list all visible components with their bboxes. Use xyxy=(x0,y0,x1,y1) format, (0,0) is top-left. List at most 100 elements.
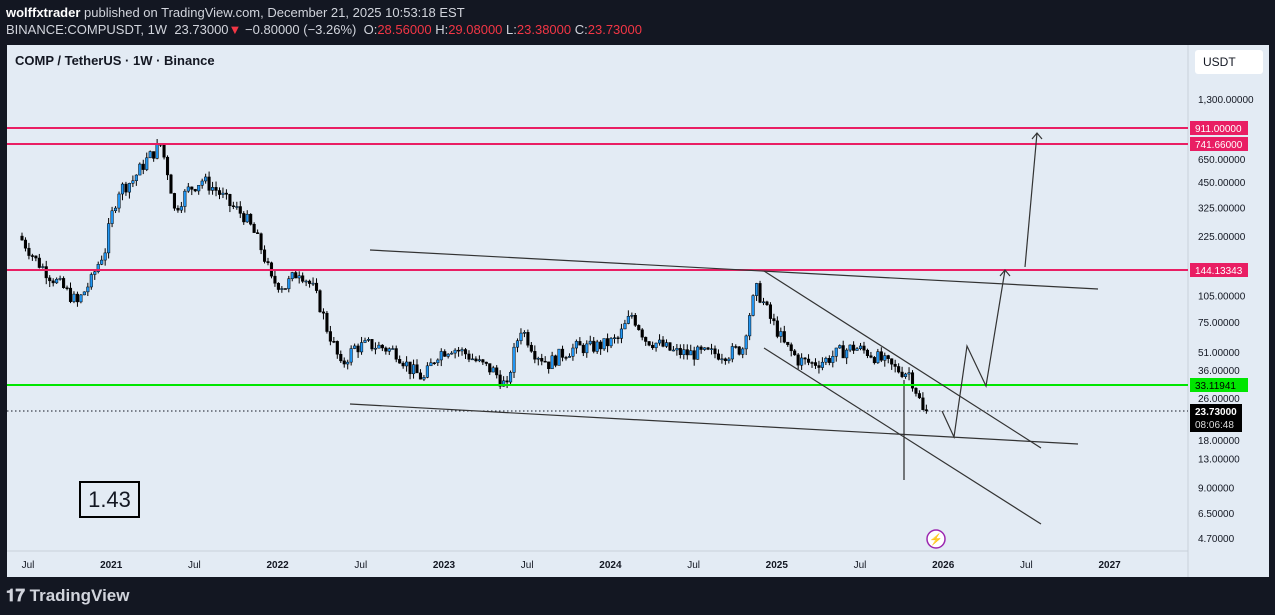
candle-body xyxy=(806,358,811,363)
y-tick-label: 4.70000 xyxy=(1198,534,1235,545)
candle-body xyxy=(370,339,374,350)
x-tick-label: 2026 xyxy=(932,560,955,571)
level-price-label: 33.11941 xyxy=(1195,381,1236,392)
candle-body xyxy=(914,387,918,394)
candle-body xyxy=(23,239,28,249)
candle-body xyxy=(910,372,915,389)
candle-body xyxy=(917,393,921,399)
y-tick-label: 105.00000 xyxy=(1198,292,1246,303)
logo-text: TradingView xyxy=(29,586,130,605)
candle-body xyxy=(335,341,339,355)
symbol: BINANCE:COMPUSDT, 1W xyxy=(6,22,168,37)
candle-body xyxy=(588,340,592,345)
candle-body xyxy=(623,323,627,330)
candle-body xyxy=(145,157,149,170)
candle-body xyxy=(214,187,218,191)
candle-body xyxy=(751,295,755,316)
candle-body xyxy=(883,355,887,361)
candle-body xyxy=(907,372,911,375)
candle-body xyxy=(481,359,485,363)
candle-body xyxy=(838,345,842,349)
candle-body xyxy=(630,315,634,317)
y-tick-label: 450.00000 xyxy=(1198,178,1246,189)
candle-body xyxy=(425,365,429,378)
annotation-text-box[interactable]: 1.43 xyxy=(79,481,140,518)
candle-body xyxy=(349,348,353,363)
candle-body xyxy=(266,261,270,264)
change: −0.80000 (−3.26%) xyxy=(245,22,357,37)
candle-body xyxy=(93,271,97,275)
candle-body xyxy=(117,193,121,209)
candle-body xyxy=(581,344,585,354)
candle-body xyxy=(872,357,876,364)
publisher[interactable]: wolffxtrader xyxy=(6,5,81,20)
candle-body xyxy=(245,213,249,223)
candle-body xyxy=(394,348,398,360)
candle-body xyxy=(699,346,703,350)
candle-body xyxy=(290,272,294,279)
candle-body xyxy=(921,397,925,410)
candle-body xyxy=(616,337,620,339)
candle-body xyxy=(904,373,908,377)
candle-body xyxy=(429,362,433,367)
candle-body xyxy=(824,358,828,363)
candle-body xyxy=(110,210,114,224)
tradingview-logo[interactable]: 𝟏𝟕 TradingView xyxy=(6,586,129,606)
candle-body xyxy=(318,290,322,313)
candle-body xyxy=(411,364,416,375)
candle-body xyxy=(540,358,544,362)
candle-body xyxy=(495,367,499,376)
candle-body xyxy=(238,206,242,214)
candle-body xyxy=(519,332,523,342)
candle-body xyxy=(637,325,641,331)
trendline-upper xyxy=(369,249,1099,290)
candle-body xyxy=(436,359,440,364)
c-label: C: xyxy=(574,22,588,37)
candle-body xyxy=(342,360,346,365)
currency-button[interactable]: USDT xyxy=(1195,50,1263,74)
candle-body xyxy=(165,156,170,176)
candle-body xyxy=(675,348,679,351)
candle-body xyxy=(578,341,582,346)
down-arrow-icon: ▼ xyxy=(228,22,242,37)
candle-body xyxy=(706,347,710,350)
candle-body xyxy=(550,355,554,370)
candle-body xyxy=(841,345,845,359)
candle-body xyxy=(273,275,277,284)
last-price-badge xyxy=(1190,404,1242,432)
candle-body xyxy=(432,362,436,364)
candle-body xyxy=(332,341,336,343)
candle-body xyxy=(865,349,870,356)
candle-body xyxy=(297,275,301,279)
candle-body xyxy=(671,349,675,352)
candle-body xyxy=(460,349,464,352)
channel-lower-line xyxy=(763,347,1042,525)
candle-body xyxy=(134,174,138,182)
candle-body xyxy=(58,278,62,280)
candle-body xyxy=(602,338,606,350)
candle-body xyxy=(862,345,866,351)
candle-body xyxy=(443,351,447,357)
x-tick-label: 2025 xyxy=(766,560,789,571)
candle-body xyxy=(564,357,568,359)
candle-body xyxy=(418,372,423,380)
x-tick-label: Jul xyxy=(854,560,867,571)
candle-body xyxy=(775,320,779,337)
candle-body xyxy=(405,361,409,367)
candle-body xyxy=(567,356,572,358)
x-tick-label: 2027 xyxy=(1098,560,1121,571)
x-tick-label: Jul xyxy=(188,560,201,571)
h-label: H: xyxy=(435,22,449,37)
candle-body xyxy=(387,348,391,352)
candle-body xyxy=(741,348,745,355)
chart-panel[interactable] xyxy=(7,45,1269,577)
y-tick-label: 75.00000 xyxy=(1198,318,1240,329)
candle-body xyxy=(716,353,721,360)
candle-body xyxy=(502,380,506,387)
candle-body xyxy=(172,193,177,209)
x-tick-label: 2022 xyxy=(266,560,289,571)
candle-body xyxy=(190,186,194,190)
candle-body xyxy=(301,275,305,282)
candle-body xyxy=(661,339,665,347)
